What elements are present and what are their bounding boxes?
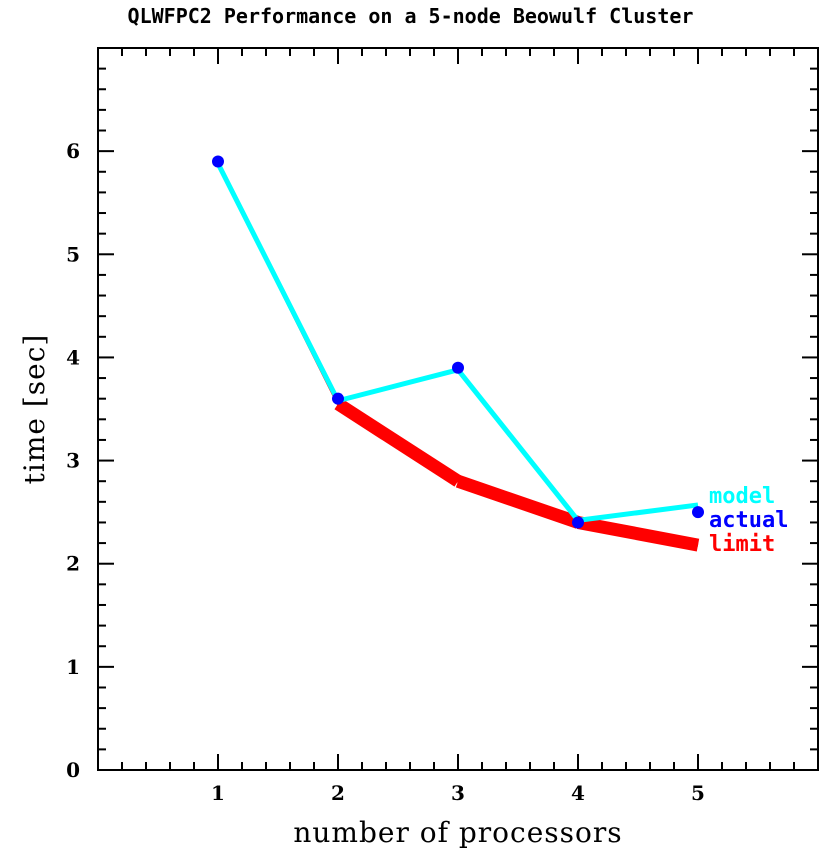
x-tick-label: 4 — [571, 781, 585, 805]
y-tick-label: 4 — [66, 345, 80, 369]
plot-frame — [97, 47, 819, 771]
series-segment-limit — [576, 516, 700, 552]
y-tick-label: 0 — [66, 758, 80, 782]
legend-entry-model: model — [709, 484, 775, 509]
x-tick-label: 3 — [451, 781, 465, 805]
series-segment-limit — [334, 398, 462, 487]
series-segment-limit — [455, 475, 581, 529]
y-tick-label: 3 — [66, 449, 80, 473]
legend-entry-limit: limit — [709, 532, 775, 557]
legend-entry-actual: actual — [709, 508, 788, 533]
x-tick-label: 2 — [331, 781, 345, 805]
y-tick-label: 6 — [66, 139, 80, 163]
data-point-actual — [692, 506, 704, 519]
tick-marks: 1 2 3 4 5 0 1 2 3 4 5 6 — [66, 47, 819, 805]
y-tick-label: 2 — [66, 552, 80, 576]
x-tick-label: 5 — [691, 781, 705, 805]
data-point-actual — [332, 392, 344, 405]
y-axis-label: time [sec] — [18, 334, 51, 485]
series-layer — [212, 155, 704, 552]
data-point-actual — [212, 155, 224, 168]
y-tick-label: 1 — [66, 655, 80, 679]
data-point-actual — [572, 516, 584, 529]
series-line-model — [215, 162, 699, 523]
data-point-actual — [452, 361, 464, 374]
chart-title: QLWFPC2 Performance on a 5-node Beowulf … — [127, 4, 694, 28]
x-axis-label: number of processors — [293, 816, 622, 849]
x-tick-label: 1 — [211, 781, 225, 805]
y-tick-label: 5 — [66, 242, 80, 266]
